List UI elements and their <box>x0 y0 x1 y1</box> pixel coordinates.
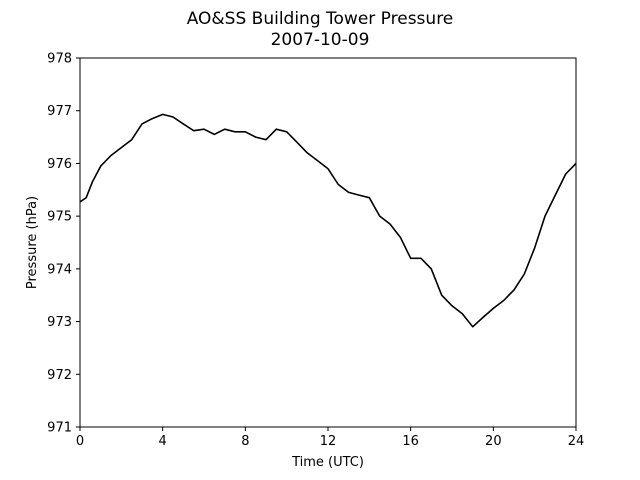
y-axis-label: Pressure (hPa) <box>25 196 40 289</box>
x-tick-label: 12 <box>320 434 337 449</box>
x-axis-label: Time (UTC) <box>291 455 364 470</box>
y-tick-label: 971 <box>47 421 72 436</box>
chart-subtitle: 2007-10-09 <box>271 30 370 50</box>
x-axis-ticks: 0 4 8 12 16 20 24 <box>76 427 584 449</box>
x-tick-label: 4 <box>159 434 167 449</box>
x-tick-label: 16 <box>402 434 419 449</box>
plot-frame <box>79 57 577 428</box>
pressure-series-line <box>79 113 577 328</box>
y-tick-label: 972 <box>47 368 72 383</box>
y-tick-label: 978 <box>47 52 72 67</box>
x-tick-label: 20 <box>485 434 502 449</box>
y-tick-label: 976 <box>47 157 72 172</box>
x-tick-label: 24 <box>568 434 585 449</box>
x-tick-label: 0 <box>76 434 84 449</box>
y-tick-label: 973 <box>47 315 72 330</box>
chart-title: AO&SS Building Tower Pressure <box>187 9 454 29</box>
x-tick-label: 8 <box>241 434 249 449</box>
y-tick-label: 974 <box>47 262 72 277</box>
y-tick-label: 975 <box>47 210 72 225</box>
y-axis-ticks: 971 972 973 974 975 976 977 978 <box>47 52 80 436</box>
y-tick-label: 977 <box>47 104 72 119</box>
